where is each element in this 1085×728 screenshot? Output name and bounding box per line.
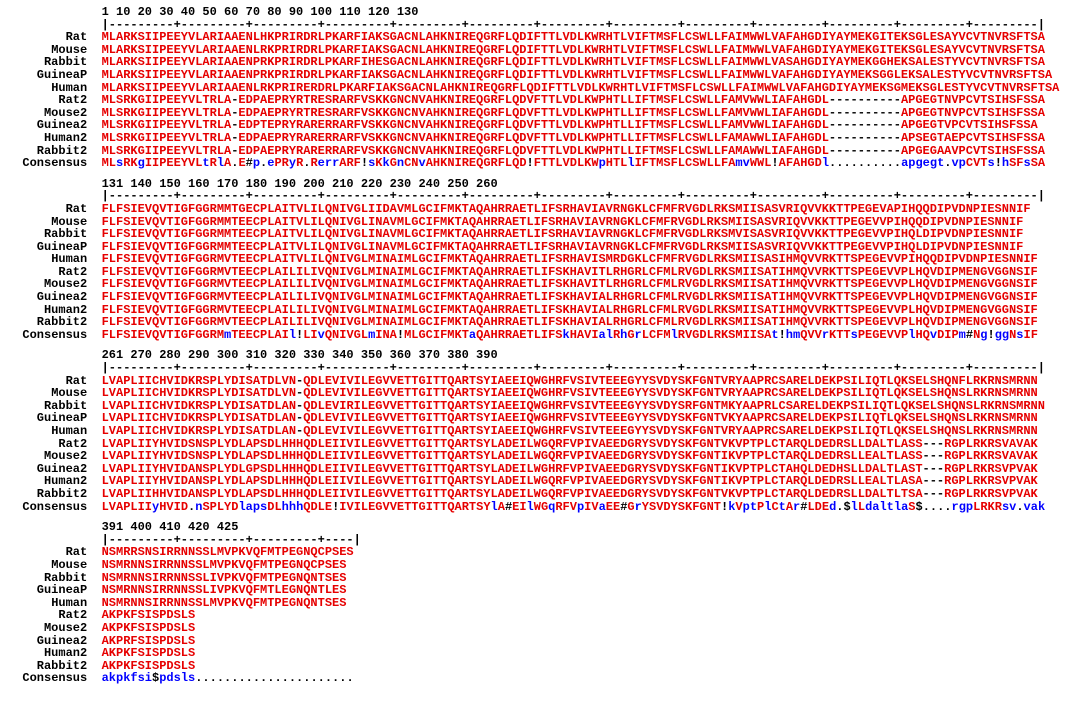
sequence-name: Rat2 <box>8 94 87 107</box>
sequence-name: Human <box>8 253 87 266</box>
sequence-alignment: 1 10 20 30 40 50 60 70 80 90 100 110 120… <box>8 6 1077 685</box>
sequence-name: Consensus <box>8 329 87 342</box>
sequence-name: Consensus <box>8 501 87 514</box>
alignment-block: 261 270 280 290 300 310 320 330 340 350 … <box>8 349 1077 513</box>
sequence-name: Mouse <box>8 387 87 400</box>
sequence-name: Human <box>8 425 87 438</box>
sequence-row: Consensus LVAPLIIyHVID.nSPLYDlapsDLhhhQDL… <box>8 501 1077 514</box>
alignment-block: 391 400 410 420 425|---------+---------+… <box>8 521 1077 685</box>
sequence-row: Consensus MLsRKgIIPEEYVLtRlA.E#p.ePRyR.Re… <box>8 157 1077 170</box>
sequence: MLsRKgIIPEEYVLtRlA.E#p.ePRyR.RerrARF!sKk… <box>102 156 1046 170</box>
sequence-name: Rabbit2 <box>8 488 87 501</box>
sequence-name: Human2 <box>8 132 87 145</box>
sequence-name: Consensus <box>8 157 87 170</box>
alignment-block: 1 10 20 30 40 50 60 70 80 90 100 110 120… <box>8 6 1077 170</box>
sequence-name: Human2 <box>8 647 87 660</box>
sequence-row: Consensus FLFSIEVQVTIGFGGRMmTEECPLAIl!LIv… <box>8 329 1077 342</box>
sequence-name: Guinea2 <box>8 291 87 304</box>
sequence-name: Rabbit <box>8 228 87 241</box>
sequence-name: GuineaP <box>8 584 87 597</box>
sequence-name: Consensus <box>8 672 87 685</box>
sequence-name: Mouse <box>8 559 87 572</box>
sequence-name: Rat <box>8 203 87 216</box>
sequence: FLFSIEVQVTIGFGGRMmTEECPLAIl!LIvQNIVGLmIN… <box>102 328 1038 342</box>
sequence-name: Rat <box>8 31 87 44</box>
sequence-name: Mouse2 <box>8 450 87 463</box>
sequence-name: Mouse2 <box>8 622 87 635</box>
alignment-block: 131 140 150 160 170 180 190 200 210 220 … <box>8 178 1077 342</box>
sequence-name: GuineaP <box>8 69 87 82</box>
sequence-row: Consensus akpkfsi$pdsls..................… <box>8 672 1077 685</box>
sequence: akpkfsi$pdsls...................... <box>102 671 354 685</box>
sequence: LVAPLIIyHVID.nSPLYDlapsDLhhhQDLE!IVILEGV… <box>102 500 1046 514</box>
sequence-name: Rabbit2 <box>8 316 87 329</box>
